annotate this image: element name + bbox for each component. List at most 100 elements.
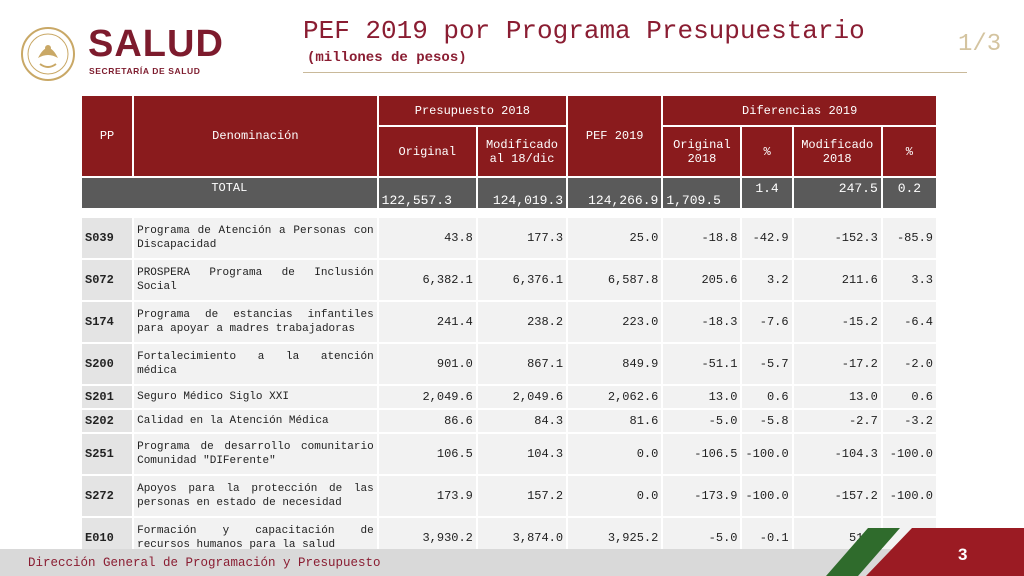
total-pct-modificado: 0.2 <box>882 178 936 208</box>
table-row: S200 Fortalecimiento a la atención médica… <box>82 344 936 384</box>
pef-2019: 6,587.8 <box>568 260 662 300</box>
program-name: Programa de desarrollo comunitario Comun… <box>134 434 377 474</box>
header-pct-2: % <box>882 127 936 176</box>
brand-subtitle: SECRETARÍA DE SALUD <box>89 66 201 76</box>
pct-original: -7.6 <box>742 302 792 342</box>
footer-corner-graphic <box>826 528 1024 576</box>
original-2018: 241.4 <box>378 302 476 342</box>
pct-modificado: -85.9 <box>882 218 936 258</box>
modificado-2018: 84.3 <box>477 410 567 432</box>
table-row: S072 PROSPERA Programa de Inclusión Socia… <box>82 260 936 300</box>
header-denominacion: Denominación <box>134 96 377 176</box>
modificado-2018: 2,049.6 <box>477 386 567 408</box>
original-2018: 2,049.6 <box>378 386 476 408</box>
dif-modificado: -17.2 <box>793 344 881 384</box>
header-modificado: Modificado al 18/dic <box>477 127 567 176</box>
dif-original: -18.3 <box>663 302 741 342</box>
pef-2019: 0.0 <box>568 476 662 516</box>
page-counter: 1/3 <box>958 31 1002 58</box>
footer-text: Dirección General de Programación y Pres… <box>28 556 381 570</box>
pct-modificado: -100.0 <box>882 434 936 474</box>
page-subtitle: (millones de pesos) <box>307 50 467 66</box>
pct-modificado: 0.6 <box>882 386 936 408</box>
original-2018: 106.5 <box>378 434 476 474</box>
total-label: TOTAL <box>82 178 377 208</box>
program-name: PROSPERA Programa de Inclusión Social <box>134 260 377 300</box>
pef-2019: 2,062.6 <box>568 386 662 408</box>
total-pct-original: 1.4 <box>742 178 792 208</box>
program-code: S251 <box>82 434 133 474</box>
original-2018: 173.9 <box>378 476 476 516</box>
table-row: S251 Programa de desarrollo comunitario C… <box>82 434 936 474</box>
dif-original: -106.5 <box>663 434 741 474</box>
mexico-seal-logo <box>21 27 75 81</box>
dif-modificado: 13.0 <box>793 386 881 408</box>
dif-modificado: -15.2 <box>793 302 881 342</box>
header-pct: % <box>742 127 792 176</box>
title-divider <box>303 72 967 73</box>
pct-original: 3.2 <box>742 260 792 300</box>
modificado-2018: 6,376.1 <box>477 260 567 300</box>
header-pef-2019: PEF 2019 <box>568 96 662 176</box>
modificado-2018: 867.1 <box>477 344 567 384</box>
header-presupuesto-2018: Presupuesto 2018 <box>378 96 567 125</box>
pct-modificado: -2.0 <box>882 344 936 384</box>
pef-2019: 223.0 <box>568 302 662 342</box>
pct-original: -42.9 <box>742 218 792 258</box>
total-pef: 124,266.9 <box>568 178 662 208</box>
pef-2019: 81.6 <box>568 410 662 432</box>
pct-original: -100.0 <box>742 434 792 474</box>
brand-name: SALUD <box>88 23 224 65</box>
dif-original: 13.0 <box>663 386 741 408</box>
program-name: Programa de estancias infantiles para ap… <box>134 302 377 342</box>
budget-table: PP Denominación Presupuesto 2018 PEF 201… <box>80 94 938 560</box>
table-row: S202 Calidad en la Atención Médica 86.6 84.… <box>82 410 936 432</box>
modificado-2018: 157.2 <box>477 476 567 516</box>
header-pp: PP <box>82 96 133 176</box>
dif-original: -173.9 <box>663 476 741 516</box>
dif-modificado: -104.3 <box>793 434 881 474</box>
page-number: 3 <box>958 545 968 564</box>
modificado-2018: 177.3 <box>477 218 567 258</box>
program-code: S272 <box>82 476 133 516</box>
total-dif-modificado: 247.5 <box>793 178 881 208</box>
header-original-2018: Original 2018 <box>663 127 741 176</box>
pct-modificado: -3.2 <box>882 410 936 432</box>
program-name: Calidad en la Atención Médica <box>134 410 377 432</box>
pct-original: -5.7 <box>742 344 792 384</box>
program-code: S072 <box>82 260 133 300</box>
program-name: Programa de Atención a Personas con Disc… <box>134 218 377 258</box>
original-2018: 86.6 <box>378 410 476 432</box>
modificado-2018: 238.2 <box>477 302 567 342</box>
header-diferencias-2019: Diferencias 2019 <box>663 96 936 125</box>
dif-original: -51.1 <box>663 344 741 384</box>
dif-original: 205.6 <box>663 260 741 300</box>
original-2018: 6,382.1 <box>378 260 476 300</box>
table-row: S201 Seguro Médico Siglo XXI 2,049.6 2,049.… <box>82 386 936 408</box>
dif-modificado: -157.2 <box>793 476 881 516</box>
pct-modificado: 3.3 <box>882 260 936 300</box>
total-modificado: 124,019.3 <box>477 178 567 208</box>
pef-2019: 849.9 <box>568 344 662 384</box>
header-modificado-2018: Modificado 2018 <box>793 127 881 176</box>
pef-2019: 0.0 <box>568 434 662 474</box>
program-code: S039 <box>82 218 133 258</box>
program-name: Apoyos para la protección de las persona… <box>134 476 377 516</box>
program-code: S202 <box>82 410 133 432</box>
program-name: Seguro Médico Siglo XXI <box>134 386 377 408</box>
table-row: S174 Programa de estancias infantiles par… <box>82 302 936 342</box>
page-title: PEF 2019 por Programa Presupuestario <box>303 16 865 46</box>
program-code: S201 <box>82 386 133 408</box>
pef-2019: 25.0 <box>568 218 662 258</box>
table-row: S272 Apoyos para la protección de las per… <box>82 476 936 516</box>
header-original: Original <box>378 127 476 176</box>
total-original: 122,557.3 <box>378 178 476 208</box>
modificado-2018: 104.3 <box>477 434 567 474</box>
table-row: S039 Programa de Atención a Personas con … <box>82 218 936 258</box>
dif-original: -5.0 <box>663 410 741 432</box>
dif-modificado: 211.6 <box>793 260 881 300</box>
pct-original: -100.0 <box>742 476 792 516</box>
total-dif-original: 1,709.5 <box>663 178 741 208</box>
dif-modificado: -2.7 <box>793 410 881 432</box>
pct-original: 0.6 <box>742 386 792 408</box>
